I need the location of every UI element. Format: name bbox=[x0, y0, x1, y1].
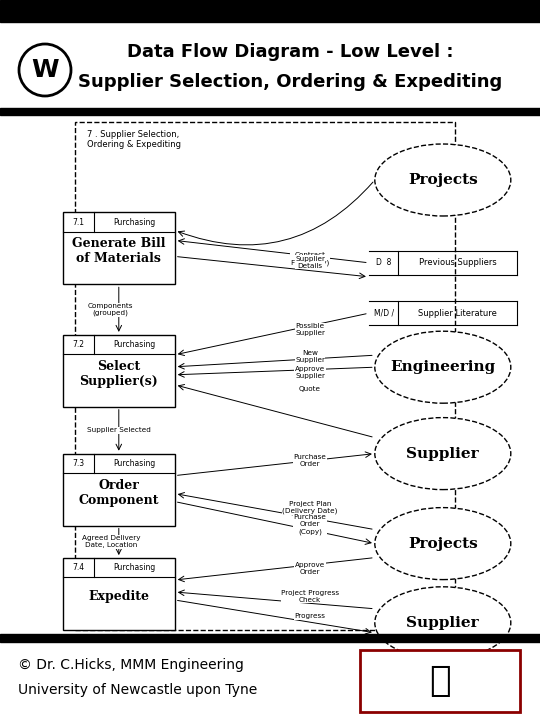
Text: Quote: Quote bbox=[299, 386, 321, 392]
Text: Components
(grouped): Components (grouped) bbox=[88, 303, 133, 316]
Bar bbox=[0, 634, 540, 642]
Text: 🐲: 🐲 bbox=[429, 664, 451, 698]
Text: Projects: Projects bbox=[408, 173, 478, 187]
Text: Approve
Order: Approve Order bbox=[295, 562, 325, 575]
Text: 7.1: 7.1 bbox=[72, 217, 84, 227]
Text: Previous Suppliers: Previous Suppliers bbox=[418, 258, 496, 267]
Ellipse shape bbox=[375, 418, 511, 490]
Text: Project Plan
(Delivery Date): Project Plan (Delivery Date) bbox=[282, 501, 338, 514]
Text: 7.2: 7.2 bbox=[72, 340, 84, 349]
Text: Engineering: Engineering bbox=[390, 360, 495, 374]
Bar bbox=[63, 335, 175, 407]
Text: 7.4: 7.4 bbox=[72, 563, 85, 572]
Text: Contract
File (Copy): Contract File (Copy) bbox=[291, 252, 329, 266]
Bar bbox=[360, 650, 520, 712]
Text: Approve
Supplier: Approve Supplier bbox=[295, 366, 325, 379]
Ellipse shape bbox=[375, 508, 511, 580]
Text: 7.3: 7.3 bbox=[72, 459, 85, 468]
Text: Supplier
Details: Supplier Details bbox=[295, 256, 325, 269]
Text: Supplier Selection, Ordering & Expediting: Supplier Selection, Ordering & Expeditin… bbox=[78, 73, 502, 91]
Text: Purchase
Order: Purchase Order bbox=[294, 454, 327, 467]
Bar bbox=[63, 212, 175, 284]
Text: Purchasing: Purchasing bbox=[113, 217, 156, 227]
Bar bbox=[0, 0, 540, 22]
Text: Generate Bill
of Materials: Generate Bill of Materials bbox=[72, 238, 166, 265]
Text: Possible
Supplier: Possible Supplier bbox=[295, 323, 325, 336]
Text: Project Progress
Check: Project Progress Check bbox=[281, 590, 339, 603]
Text: Purchase
Order
(Copy): Purchase Order (Copy) bbox=[294, 514, 327, 535]
Text: New
Supplier: New Supplier bbox=[295, 351, 325, 364]
Bar bbox=[63, 454, 175, 526]
Text: 7 . Supplier Selection,
Ordering & Expediting: 7 . Supplier Selection, Ordering & Exped… bbox=[87, 130, 181, 149]
Text: Expedite: Expedite bbox=[89, 590, 149, 603]
Text: W: W bbox=[31, 58, 59, 82]
Text: Supplier: Supplier bbox=[407, 446, 479, 461]
Bar bbox=[63, 558, 175, 630]
Text: Projects: Projects bbox=[408, 536, 478, 551]
Text: Select
Supplier(s): Select Supplier(s) bbox=[79, 360, 158, 387]
Text: © Dr. C.Hicks, MMM Engineering: © Dr. C.Hicks, MMM Engineering bbox=[18, 658, 244, 672]
Bar bbox=[75, 122, 455, 630]
Text: Progress: Progress bbox=[294, 613, 326, 619]
Text: MMM451/28: MMM451/28 bbox=[396, 613, 510, 631]
Text: D  8: D 8 bbox=[376, 258, 392, 267]
Text: Supplier Literature: Supplier Literature bbox=[418, 309, 497, 318]
Text: Agreed Delivery
Date, Location: Agreed Delivery Date, Location bbox=[82, 535, 140, 549]
Text: Order
Component: Order Component bbox=[78, 479, 159, 506]
Text: Purchasing: Purchasing bbox=[113, 459, 156, 468]
Text: Purchasing: Purchasing bbox=[113, 563, 156, 572]
Text: University of Newcastle upon Tyne: University of Newcastle upon Tyne bbox=[18, 683, 257, 697]
Text: Supplier: Supplier bbox=[407, 616, 479, 630]
Text: M/D /: M/D / bbox=[374, 309, 394, 318]
Text: Drawings: Drawings bbox=[293, 17, 327, 23]
Ellipse shape bbox=[375, 144, 511, 216]
Ellipse shape bbox=[375, 331, 511, 403]
Bar bbox=[0, 108, 540, 115]
Text: Supplier Selected: Supplier Selected bbox=[87, 427, 151, 433]
Text: Purchasing: Purchasing bbox=[113, 340, 156, 349]
Text: Data Flow Diagram - Low Level :: Data Flow Diagram - Low Level : bbox=[127, 43, 453, 61]
Ellipse shape bbox=[375, 587, 511, 659]
